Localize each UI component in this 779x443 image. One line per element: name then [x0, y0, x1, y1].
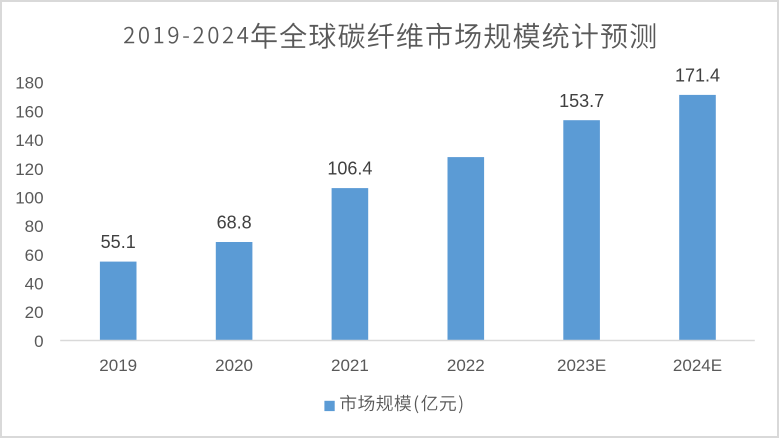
svg-text:40: 40 [25, 275, 44, 294]
svg-text:60: 60 [25, 246, 44, 265]
svg-text:100: 100 [15, 188, 43, 207]
svg-text:153.7: 153.7 [559, 91, 604, 111]
svg-text:68.8: 68.8 [217, 213, 252, 233]
svg-text:2019: 2019 [99, 356, 137, 375]
svg-text:2024E: 2024E [673, 356, 722, 375]
svg-text:2023E: 2023E [557, 356, 606, 375]
svg-text:171.4: 171.4 [675, 66, 720, 86]
svg-text:80: 80 [25, 217, 44, 236]
svg-text:55.1: 55.1 [101, 232, 136, 252]
svg-text:180: 180 [15, 74, 43, 93]
svg-text:2021: 2021 [331, 356, 369, 375]
svg-text:2022: 2022 [447, 356, 485, 375]
svg-text:0: 0 [34, 332, 43, 351]
svg-text:106.4: 106.4 [327, 159, 372, 179]
svg-text:160: 160 [15, 102, 43, 121]
svg-text:140: 140 [15, 131, 43, 150]
svg-text:2020: 2020 [215, 356, 253, 375]
svg-text:20: 20 [25, 303, 44, 322]
svg-text:120: 120 [15, 160, 43, 179]
